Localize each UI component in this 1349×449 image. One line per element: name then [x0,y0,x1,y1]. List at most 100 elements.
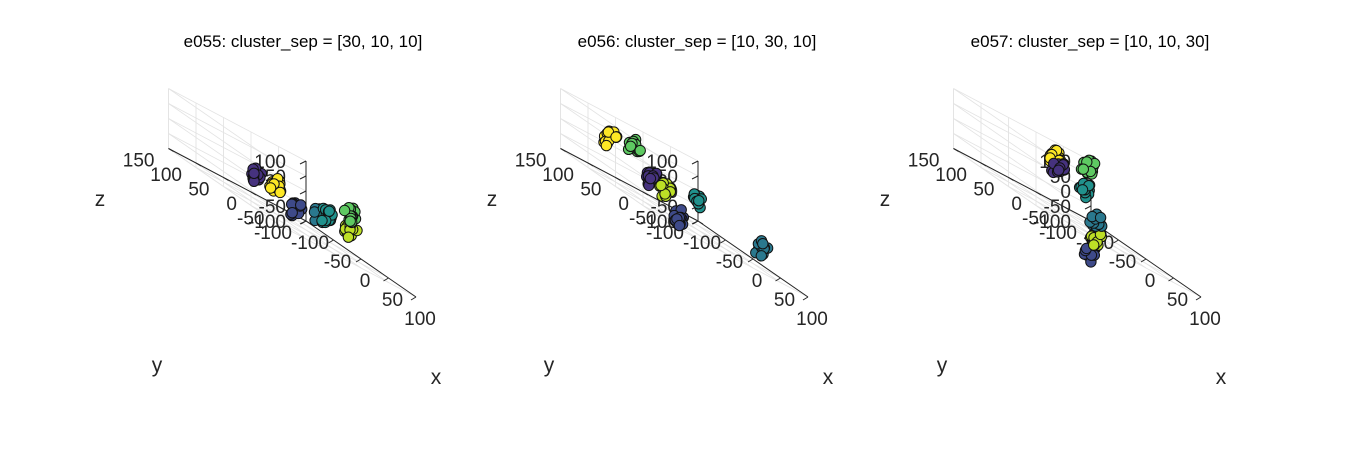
x-tick-label: 0 [1145,271,1156,292]
grid-line [1008,186,1147,260]
y-tick-label: -50 [1022,209,1049,230]
x-axis-label: x [1216,366,1227,389]
grid-line [168,103,307,177]
y-tick-mark [1063,206,1069,210]
data-point [342,231,355,243]
data-point [316,214,328,227]
y-tick-mark [305,220,312,225]
grid-line [642,205,781,279]
z-tick-mark [1084,205,1092,210]
y-tick-mark [615,177,621,181]
y-tick-mark [642,191,649,196]
data-point [338,204,351,217]
data-point [286,207,298,219]
x-axis-label: x [431,366,442,389]
z-tick-mark [299,175,307,180]
data-point [323,205,335,217]
x-tick-label: -100 [683,233,721,254]
y-tick-label: 100 [935,165,967,186]
y-tick-label: 0 [226,194,237,215]
z-tick-label: -100 [640,212,678,233]
x-tick-label: 50 [774,290,795,311]
x-tick-label: 0 [752,271,763,292]
z-tick-label: -100 [248,212,286,233]
data-point [1052,164,1065,176]
data-point [1094,211,1107,224]
z-tick-label: -50 [1044,197,1071,218]
z-tick-mark [691,175,699,180]
y-axis-label: y [544,354,555,377]
subplot-e055: e055: cluster_sep = [30, 10, 10] -100-50… [95,32,442,389]
y-tick-label: 150 [123,151,155,172]
y-tick-label: -50 [629,209,656,230]
z-tick-label: -100 [1033,212,1071,233]
grid-line [587,167,726,241]
grid-line [1035,205,1174,279]
z-axis-label: z [880,188,891,211]
x-tick-mark [747,258,754,263]
y-tick-mark [168,148,174,152]
data-point [600,139,613,152]
y-tick-label: 0 [1011,194,1022,215]
subplot-e057: e057: cluster_sep = [10, 10, 30] -100-50… [880,32,1227,389]
data-point [1088,239,1100,251]
data-point [655,179,667,192]
x-tick-mark [1113,239,1119,244]
grid-line [953,118,1092,192]
data-point [757,238,769,250]
chart-title: e055: cluster_sep = [30, 10, 10] [184,32,423,51]
x-tick-label: 50 [1167,290,1188,311]
data-point [248,167,260,180]
x-tick-label: 100 [796,309,828,330]
y-tick-label: 0 [618,194,629,215]
x-tick-label: -50 [324,252,351,273]
y-tick-mark [953,148,959,152]
y-tick-mark [1035,191,1042,196]
y-tick-mark [1008,177,1014,181]
x-tick-mark [1168,277,1174,282]
x-tick-label: 100 [404,309,436,330]
grid-line [278,224,417,298]
z-tick-mark [299,190,307,195]
data-point [610,131,622,143]
y-tick-label: 50 [973,180,994,201]
y-tick-label: 50 [580,180,601,201]
y-tick-mark [250,191,257,196]
x-tick-mark [1195,296,1202,301]
z-tick-label: -50 [259,197,286,218]
x-tick-mark [328,239,334,244]
data-point [274,186,286,199]
z-tick-mark [299,160,307,165]
z-axis-label: z [487,188,498,211]
data-point [1076,184,1089,196]
y-tick-label: 150 [515,151,547,172]
grid-line [168,88,307,162]
data-point [634,144,646,157]
grid-line [560,88,699,162]
x-tick-mark [300,220,307,225]
chart-title: e057: cluster_sep = [10, 10, 30] [971,32,1210,51]
grid-line [250,205,389,279]
data-point [1077,163,1090,175]
data-point [624,140,637,153]
y-tick-mark [223,177,229,181]
y-tick-label: 100 [542,165,574,186]
x-tick-mark [692,220,699,225]
x-tick-mark [1140,258,1147,263]
z-tick-label: 0 [1060,182,1071,203]
y-tick-mark [560,148,566,152]
x-tick-mark [383,277,389,282]
data-point [344,215,356,227]
x-tick-label: 100 [1189,309,1221,330]
x-tick-label: 50 [382,290,403,311]
z-tick-mark [691,160,699,165]
z-axis-label: z [95,188,106,211]
x-tick-label: -50 [1109,252,1136,273]
x-tick-label: -50 [716,252,743,273]
x-tick-mark [720,239,726,244]
y-tick-label: -50 [237,209,264,230]
data-point [295,199,307,211]
grid-line [223,186,362,260]
y-tick-label: 50 [188,180,209,201]
